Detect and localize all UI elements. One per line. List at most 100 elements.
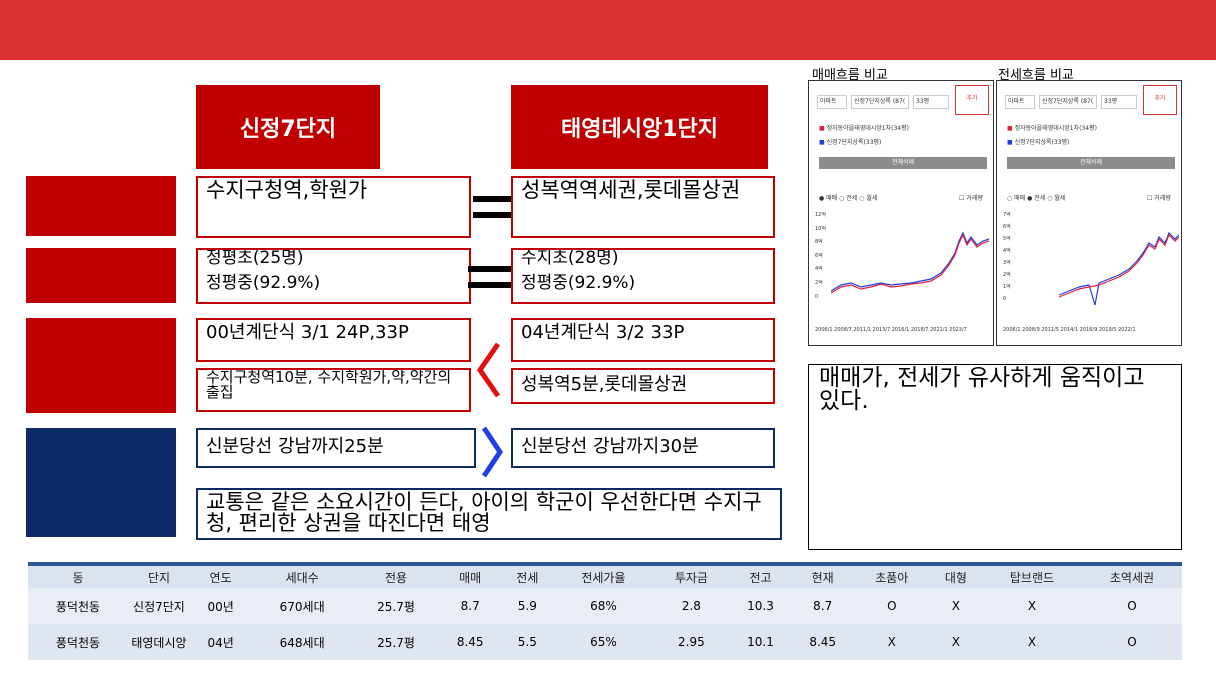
summary-box: 교통은 같은 소요시간이 든다, 아이의 학군이 우선한다면 수지구청, 편리한… — [196, 488, 782, 540]
left-complex-select[interactable]: 신정7단지상록 (87( — [851, 95, 909, 109]
right-location-text: 성복역역세권,롯데몰상권 — [521, 178, 741, 202]
left-school-line-2: 정평중(92.9%) — [206, 273, 321, 293]
summary-text: 교통은 같은 소요시간이 든다, 아이의 학군이 우선한다면 수지구청, 편리한… — [206, 490, 762, 535]
right-building-text: 04년계단식 3/2 33P — [521, 322, 685, 343]
left-x-axis-labels: 2006/1 2008/7 2011/1 2013/7 2016/1 2018/… — [815, 327, 967, 333]
table-cell: 풍덕천동 — [28, 588, 128, 624]
table-cell: X — [981, 588, 1082, 624]
left-building-box: 00년계단식 3/1 24P,33P — [196, 318, 471, 362]
table-cell: 신정7단지 — [127, 588, 190, 624]
table-cell: O — [1081, 588, 1182, 624]
col-header: 전용 — [353, 566, 440, 588]
header-right-complex: 태영데시앙1단지 — [511, 85, 768, 169]
table-header-row: 동 단지 연도 세대수 전용 매매 전세 전세가율 투자금 전고 현재 초품아 … — [28, 566, 1182, 588]
side-block-building — [26, 318, 176, 413]
right-building-sub-box: 성복역5분,롯데몰상권 — [511, 368, 775, 404]
trend-note-box: 매매가, 전세가 유사하게 움직이고 있다. — [808, 364, 1182, 550]
right-school-line-1: 수지초(28명) — [521, 248, 619, 268]
comparison-table: 동 단지 연도 세대수 전용 매매 전세 전세가율 투자금 전고 현재 초품아 … — [28, 566, 1182, 660]
left-legend-b: ■ 신정7단지상록(33평) — [819, 139, 882, 146]
left-radio-group[interactable]: ● 매매 ○ 전세 ○ 월세 — [819, 195, 878, 202]
col-header: 매매 — [439, 566, 502, 588]
table-cell: 풍덕천동 — [28, 624, 128, 660]
less-than-icon — [476, 342, 501, 398]
right-complex-select[interactable]: 신정7단지상록 (87( — [1039, 95, 1097, 109]
equal-sign-school-top — [468, 266, 514, 272]
right-building-box: 04년계단식 3/2 33P — [511, 318, 775, 362]
right-building-sub-text: 성복역5분,롯데몰상권 — [521, 374, 688, 395]
table-cell: 670세대 — [251, 588, 353, 624]
col-header: 초품아 — [853, 566, 930, 588]
table-cell: 25.7평 — [353, 624, 440, 660]
table-cell: 2.95 — [653, 624, 730, 660]
table-cell: 648세대 — [251, 624, 353, 660]
left-volume-checkbox[interactable]: ☐ 거래량 — [959, 195, 983, 202]
right-transport-text: 신분당선 강남까지30분 — [521, 436, 699, 457]
left-type-select[interactable]: 아파트 — [817, 95, 847, 109]
col-header: 현재 — [791, 566, 854, 588]
table-cell: X — [929, 624, 982, 660]
table-cell: 2.8 — [653, 588, 730, 624]
col-header: 전고 — [729, 566, 792, 588]
right-x-axis-labels: 2006/1 2008/9 2011/5 2014/1 2016/9 2019/… — [1003, 327, 1136, 333]
table-cell: 8.45 — [439, 624, 502, 660]
left-price-chart-panel: 아파트 신정7단지상록 (87( 33평 추가 ■ 정자동아을태영데시앙1차(3… — [808, 80, 994, 346]
table-cell: O — [1081, 624, 1182, 660]
table-cell: 태영데시앙 — [127, 624, 190, 660]
trend-note-text: 매매가, 전세가 유사하게 움직이고 있다. — [819, 365, 1145, 414]
right-transport-box: 신분당선 강남까지30분 — [511, 428, 775, 468]
col-header: 탑브랜드 — [981, 566, 1082, 588]
right-add-button[interactable]: 추가 — [1143, 85, 1177, 115]
table-cell: O — [853, 588, 930, 624]
top-banner — [0, 0, 1216, 60]
col-header: 초역세권 — [1081, 566, 1182, 588]
right-chart-caption: 전세흐름 비교 — [998, 68, 1074, 83]
right-legend-b: ■ 신정7단지상록(33평) — [1007, 139, 1070, 146]
right-size-select[interactable]: 33평 — [1101, 95, 1137, 109]
side-block-transport — [26, 428, 176, 537]
left-legend-a: ■ 정자동아을태영데시앙1차(34평) — [819, 125, 909, 132]
left-school-box: 정평초(25명) 정평중(92.9%) — [196, 248, 471, 304]
header-left-complex: 신정7단지 — [196, 85, 380, 169]
right-radio-group[interactable]: ○ 매매 ● 전세 ○ 월세 — [1007, 195, 1066, 202]
col-header: 동 — [28, 566, 128, 588]
table-cell: 5.9 — [501, 588, 554, 624]
left-price-line-chart — [831, 231, 990, 294]
right-legend-a: ■ 정자동아을태영데시앙1차(34평) — [1007, 125, 1097, 132]
table-row: 풍덕천동 신정7단지 00년 670세대 25.7평 8.7 5.9 68% 2… — [28, 588, 1182, 624]
right-y-axis-labels: 7억 6억 5억 4억 3억 2억 1억 0 — [1003, 212, 1011, 302]
left-size-select[interactable]: 33평 — [913, 95, 949, 109]
table-cell: 10.1 — [729, 624, 792, 660]
greater-than-icon — [481, 426, 504, 478]
left-building-text: 00년계단식 3/1 24P,33P — [206, 322, 409, 343]
table-cell: X — [981, 624, 1082, 660]
col-header: 연도 — [189, 566, 252, 588]
left-chart-caption: 매매흐름 비교 — [812, 68, 888, 83]
table-row: 풍덕천동 태영데시앙 04년 648세대 25.7평 8.45 5.5 65% … — [28, 624, 1182, 660]
table-cell: 04년 — [189, 624, 252, 660]
table-cell: 8.45 — [791, 624, 854, 660]
left-clear-button[interactable]: 전체삭제 — [819, 157, 987, 169]
right-type-select[interactable]: 아파트 — [1005, 95, 1035, 109]
right-rent-line-chart — [1058, 231, 1179, 306]
left-add-button[interactable]: 추가 — [955, 85, 989, 115]
table-cell: X — [929, 588, 982, 624]
left-building-sub-text: 수지구청역10분, 수지학원가,약,약간의출집 — [206, 368, 452, 401]
left-building-sub-box: 수지구청역10분, 수지학원가,약,약간의출집 — [196, 368, 471, 412]
table-cell: 68% — [553, 588, 654, 624]
right-school-box: 수지초(28명) 정평중(92.9%) — [511, 248, 775, 304]
table-cell: 8.7 — [791, 588, 854, 624]
left-transport-box: 신분당선 강남까지25분 — [196, 428, 476, 468]
left-transport-text: 신분당선 강남까지25분 — [206, 436, 384, 457]
right-school-line-2: 정평중(92.9%) — [521, 273, 636, 293]
left-y-axis-labels: 12억 10억 8억 6억 4억 2억 0 — [815, 212, 826, 300]
side-block-location — [26, 176, 176, 236]
right-volume-checkbox[interactable]: ☐ 거래량 — [1147, 195, 1171, 202]
right-clear-button[interactable]: 전체삭제 — [1007, 157, 1175, 169]
table-cell: 00년 — [189, 588, 252, 624]
right-rent-chart-panel: 아파트 신정7단지상록 (87( 33평 추가 ■ 정자동아을태영데시앙1차(3… — [996, 80, 1182, 346]
left-school-line-1: 정평초(25명) — [206, 248, 304, 268]
left-location-box: 수지구청역,학원가 — [196, 176, 471, 238]
equal-sign-top — [473, 196, 515, 202]
equal-sign-school-bottom — [468, 282, 514, 288]
